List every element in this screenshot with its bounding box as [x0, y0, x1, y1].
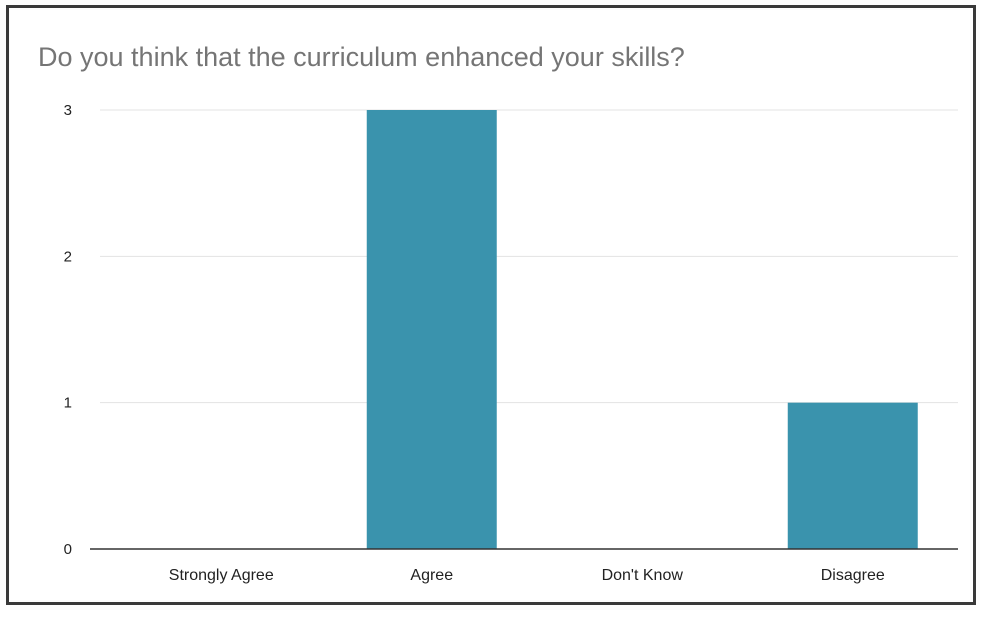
- x-category-label: Strongly Agree: [169, 567, 274, 584]
- y-axis-ticks: 0 1 2 3: [64, 102, 72, 558]
- y-tick-label: 1: [64, 395, 72, 412]
- x-category-label: Don't Know: [602, 567, 684, 584]
- y-tick-label: 3: [64, 102, 72, 119]
- bars: [366, 110, 918, 549]
- gridlines: [100, 109, 958, 404]
- y-tick-label: 2: [64, 248, 72, 265]
- x-category-label: Agree: [410, 567, 453, 584]
- bar-disagree: [787, 402, 918, 549]
- y-tick-label: 0: [64, 541, 72, 558]
- bar-agree: [366, 110, 497, 549]
- x-category-label: Disagree: [821, 567, 885, 584]
- x-axis-labels: Strongly Agree Agree Don't Know Disagree: [169, 567, 885, 584]
- chart-title: Do you think that the curriculum enhance…: [38, 42, 685, 72]
